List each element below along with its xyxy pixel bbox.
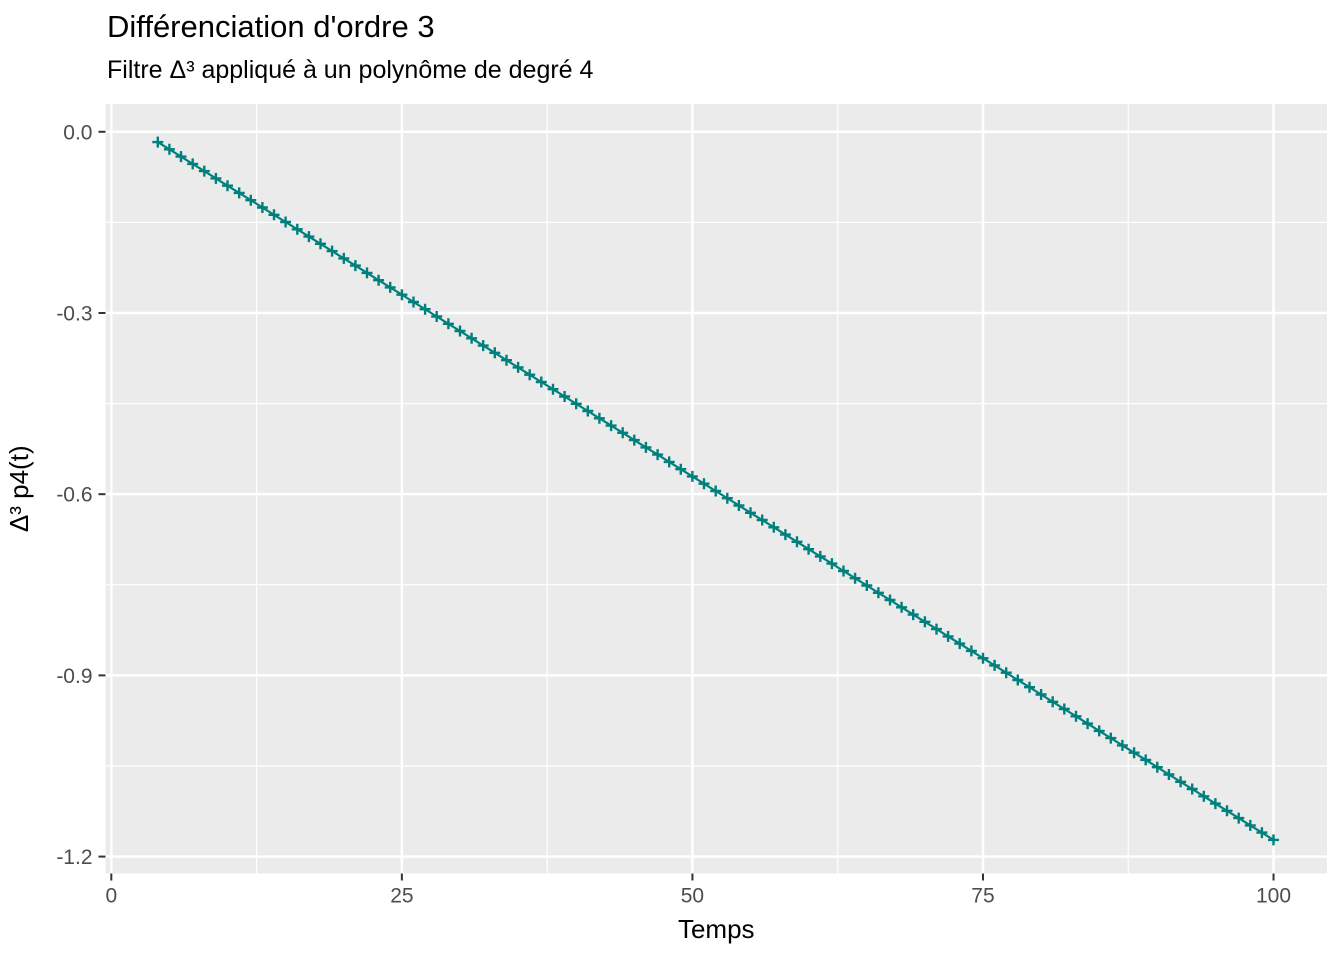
chart-subtitle: Filtre Δ³ appliqué à un polynôme de degr… [107, 56, 594, 84]
y-tick-label: -1.2 [56, 846, 92, 869]
x-tick-label: 50 [681, 885, 704, 908]
y-tick-label: -0.6 [56, 484, 92, 507]
x-tick-label: 100 [1256, 885, 1291, 908]
x-tick-label: 0 [105, 885, 117, 908]
data-points [152, 136, 1279, 846]
chart-title: Différenciation d'ordre 3 [107, 9, 435, 44]
y-tick-label: -0.3 [56, 302, 92, 325]
x-axis-title: Temps [678, 914, 755, 944]
x-tick-label: 75 [971, 885, 994, 908]
x-tick-label: 25 [390, 885, 413, 908]
y-axis-title: Δ³ p4(t) [4, 445, 34, 532]
y-tick-label: 0.0 [63, 121, 92, 144]
y-tick-label: -0.9 [56, 665, 92, 688]
